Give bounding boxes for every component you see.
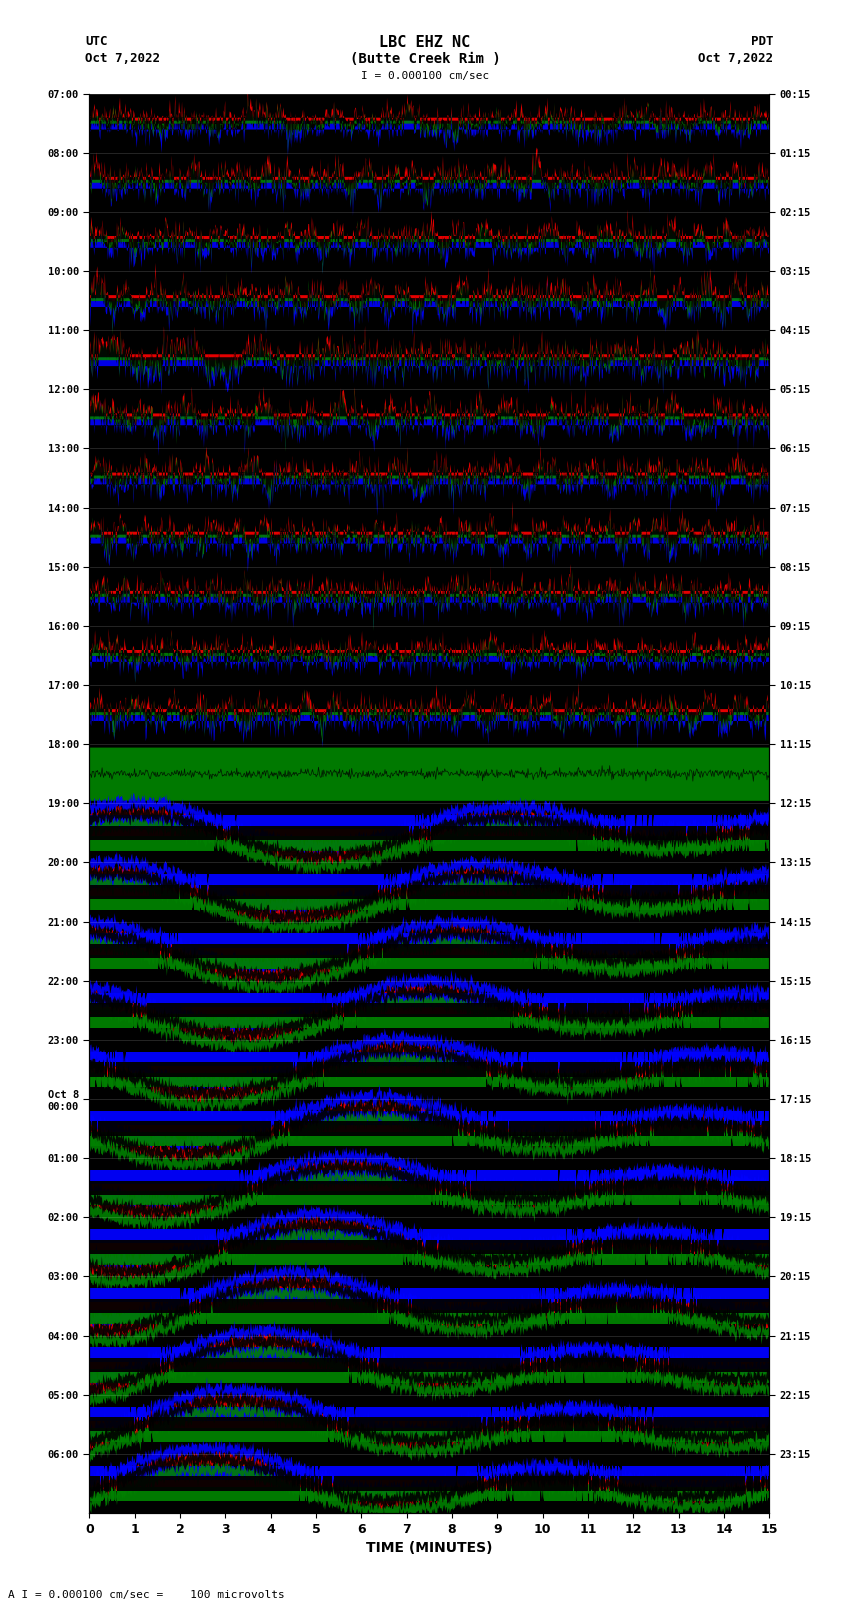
Text: Oct 7,2022: Oct 7,2022 xyxy=(85,52,160,65)
X-axis label: TIME (MINUTES): TIME (MINUTES) xyxy=(366,1542,492,1555)
Text: A I = 0.000100 cm/sec =    100 microvolts: A I = 0.000100 cm/sec = 100 microvolts xyxy=(8,1590,286,1600)
Text: I = 0.000100 cm/sec: I = 0.000100 cm/sec xyxy=(361,71,489,81)
Text: (Butte Creek Rim ): (Butte Creek Rim ) xyxy=(349,52,501,66)
Text: LBC EHZ NC: LBC EHZ NC xyxy=(379,35,471,50)
Text: Oct 7,2022: Oct 7,2022 xyxy=(699,52,774,65)
Text: PDT: PDT xyxy=(751,35,774,48)
Text: UTC: UTC xyxy=(85,35,107,48)
